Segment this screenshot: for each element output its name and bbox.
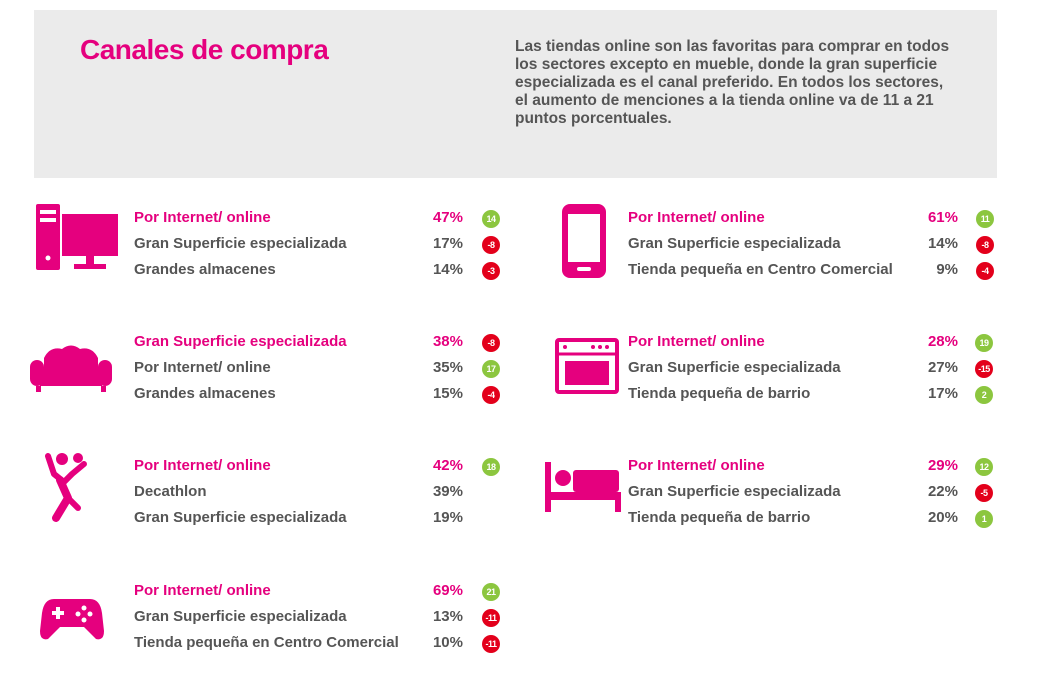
channel-label: Gran Superficie especializada xyxy=(134,509,347,526)
channel-row: Gran Superficie especializada 38% -8 xyxy=(134,332,504,352)
change-badge-negative: -15 xyxy=(975,360,993,378)
channel-row: Por Internet/ online 47% 14 xyxy=(134,208,504,228)
percent-value: 39% xyxy=(432,483,463,500)
channel-row: Gran Superficie especializada 22% -5 xyxy=(628,482,997,502)
channel-label: Por Internet/ online xyxy=(134,209,271,226)
change-badge-positive: 17 xyxy=(482,360,500,378)
channel-label: Grandes almacenes xyxy=(134,261,276,278)
percent-value: 35% xyxy=(432,359,463,376)
channel-label: Por Internet/ online xyxy=(628,457,765,474)
page-title: Canales de compra xyxy=(80,34,329,65)
percent-value: 69% xyxy=(432,582,463,599)
percent-value: 42% xyxy=(432,457,463,474)
change-badge-negative: -11 xyxy=(482,635,500,653)
percent-value: 22% xyxy=(927,483,958,500)
channel-row: Tienda pequeña de barrio 17% 2 xyxy=(628,384,997,404)
channel-label: Tienda pequeña en Centro Comercial xyxy=(134,634,399,651)
channel-row: Gran Superficie especializada 14% -8 xyxy=(628,234,998,254)
channel-label: Grandes almacenes xyxy=(134,385,276,402)
channel-row: Decathlon 39% xyxy=(134,482,504,502)
percent-value: 9% xyxy=(936,261,958,278)
channel-label: Gran Superficie especializada xyxy=(134,608,347,625)
bed-icon xyxy=(545,458,625,533)
change-badge-positive: 1 xyxy=(975,510,993,528)
channel-row: Por Internet/ online 29% 12 xyxy=(628,456,997,476)
change-badge-positive: 12 xyxy=(975,458,993,476)
channel-label: Decathlon xyxy=(134,483,207,500)
percent-value: 27% xyxy=(927,359,958,376)
channel-row: Tienda pequeña en Centro Comercial 9% -4 xyxy=(628,260,998,280)
change-badge-negative: -3 xyxy=(482,262,500,280)
change-badge-negative: -8 xyxy=(482,334,500,352)
channel-label: Por Internet/ online xyxy=(628,209,765,226)
header-panel: Canales de compra Las tiendas online son… xyxy=(34,10,997,178)
oven-icon xyxy=(555,338,635,413)
change-badge-negative: -8 xyxy=(482,236,500,254)
percent-value: 29% xyxy=(927,457,958,474)
percent-value: 14% xyxy=(432,261,463,278)
percent-value: 38% xyxy=(432,333,463,350)
channel-row: Gran Superficie especializada 27% -15 xyxy=(628,358,997,378)
channel-row: Por Internet/ online 42% 18 xyxy=(134,456,504,476)
percent-value: 19% xyxy=(432,509,463,526)
percent-value: 14% xyxy=(927,235,958,252)
percent-value: 13% xyxy=(432,608,463,625)
channel-label: Por Internet/ online xyxy=(134,359,271,376)
change-badge-negative: -5 xyxy=(975,484,993,502)
percent-value: 61% xyxy=(927,209,958,226)
channel-row: Gran Superficie especializada 19% xyxy=(134,508,504,528)
channel-row: Gran Superficie especializada 17% -8 xyxy=(134,234,504,254)
channel-label: Por Internet/ online xyxy=(134,457,271,474)
channel-label: Gran Superficie especializada xyxy=(134,235,347,252)
channel-row: Por Internet/ online 35% 17 xyxy=(134,358,504,378)
sector-block: Por Internet/ online 28% 19 Gran Superficie… xyxy=(555,332,1025,412)
sector-block: Por Internet/ online 47% 14 Gran Superficie… xyxy=(34,204,504,288)
sector-block: Por Internet/ online 61% 11 Gran Superficie… xyxy=(560,204,1030,288)
percent-value: 28% xyxy=(927,333,958,350)
percent-value: 10% xyxy=(432,634,463,651)
channel-row: Gran Superficie especializada 13% -11 xyxy=(134,607,504,627)
channel-row: Tienda pequeña de barrio 20% 1 xyxy=(628,508,997,528)
sports-person-icon xyxy=(42,452,122,527)
channel-label: Tienda pequeña de barrio xyxy=(628,509,811,526)
channel-label: Gran Superficie especializada xyxy=(628,483,841,500)
change-badge-positive: 21 xyxy=(482,583,500,601)
percent-value: 17% xyxy=(927,385,958,402)
sector-block: Por Internet/ online 69% 21 Gran Superficie… xyxy=(40,581,510,661)
percent-value: 20% xyxy=(927,509,958,526)
channel-row: Por Internet/ online 28% 19 xyxy=(628,332,997,352)
channel-label: Tienda pequeña en Centro Comercial xyxy=(628,261,893,278)
channel-label: Gran Superficie especializada xyxy=(628,235,841,252)
change-badge-positive: 19 xyxy=(975,334,993,352)
channel-label: Por Internet/ online xyxy=(628,333,765,350)
change-badge-negative: -4 xyxy=(976,262,994,280)
change-badge-positive: 14 xyxy=(482,210,500,228)
channel-row: Por Internet/ online 61% 11 xyxy=(628,208,998,228)
channel-label: Por Internet/ online xyxy=(134,582,271,599)
channel-row: Grandes almacenes 14% -3 xyxy=(134,260,504,280)
change-badge-negative: -11 xyxy=(482,609,500,627)
sector-block: Por Internet/ online 29% 12 Gran Superficie… xyxy=(545,456,1015,536)
change-badge-positive: 18 xyxy=(482,458,500,476)
change-badge-negative: -4 xyxy=(482,386,500,404)
channel-row: Grandes almacenes 15% -4 xyxy=(134,384,504,404)
percent-value: 17% xyxy=(432,235,463,252)
percent-value: 47% xyxy=(432,209,463,226)
channel-label: Tienda pequeña de barrio xyxy=(628,385,811,402)
computer-icon xyxy=(34,204,118,279)
sector-block: Gran Superficie especializada 38% -8 Por In… xyxy=(30,332,500,412)
channel-row: Por Internet/ online 69% 21 xyxy=(134,581,504,601)
sector-block: Por Internet/ online 42% 18 Decathlon 39% Gra… xyxy=(42,453,512,536)
gamepad-icon xyxy=(40,593,120,668)
percent-value: 15% xyxy=(432,385,463,402)
channel-label: Gran Superficie especializada xyxy=(628,359,841,376)
channel-row: Tienda pequeña en Centro Comercial 10% -11 xyxy=(134,633,504,653)
change-badge-negative: -8 xyxy=(976,236,994,254)
smartphone-icon xyxy=(560,204,640,279)
sofa-icon xyxy=(30,344,112,419)
change-badge-positive: 11 xyxy=(976,210,994,228)
channel-label: Gran Superficie especializada xyxy=(134,333,347,350)
change-badge-positive: 2 xyxy=(975,386,993,404)
header-description: Las tiendas online son las favoritas par… xyxy=(515,38,950,127)
